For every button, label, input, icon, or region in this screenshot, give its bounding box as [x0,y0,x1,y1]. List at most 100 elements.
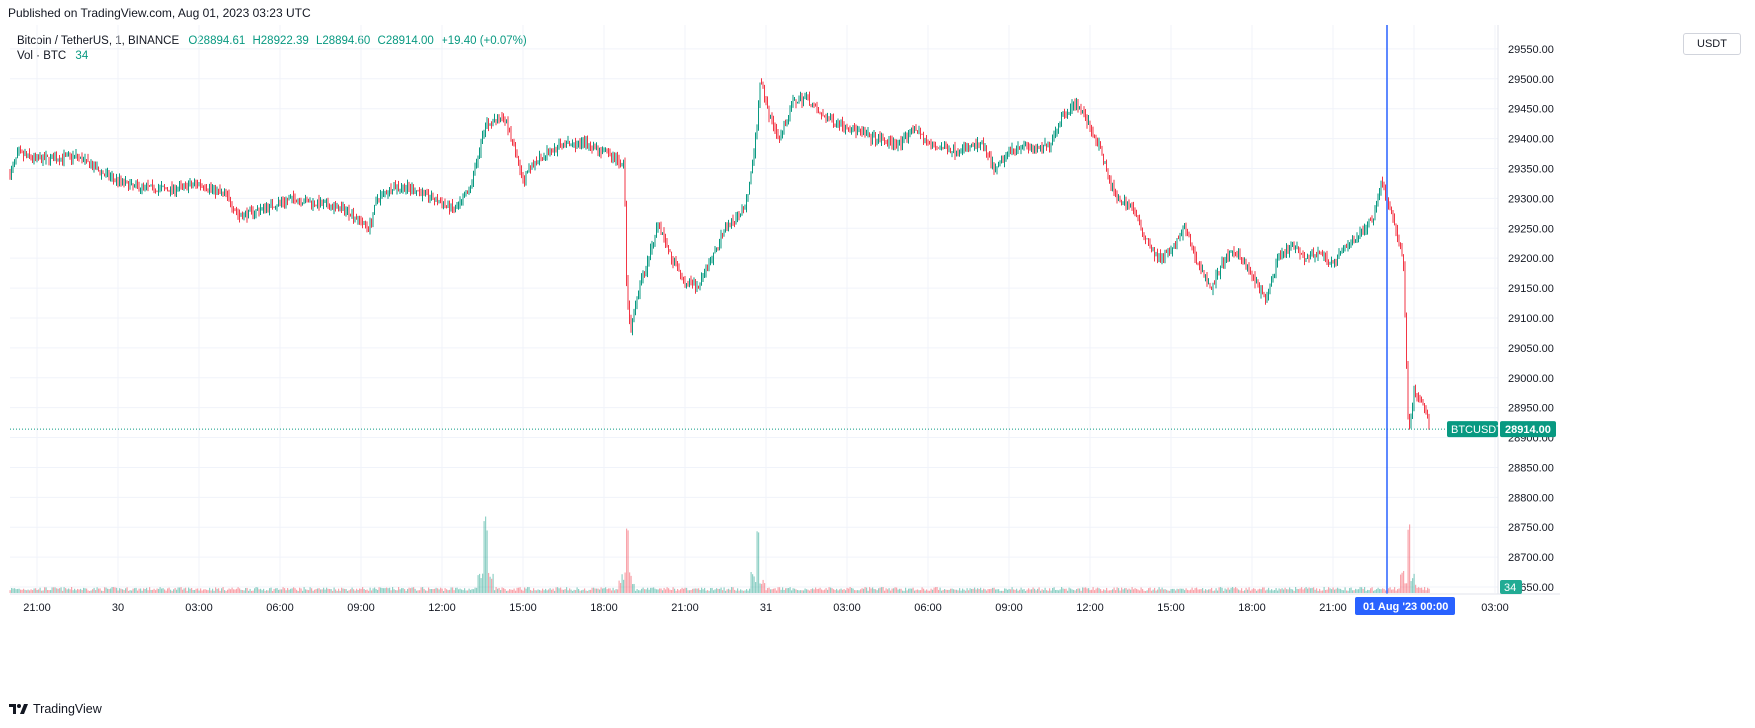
candles [9,78,1430,430]
volume-bar [42,590,44,593]
volume-bar [1149,587,1151,593]
volume-bar [353,589,355,593]
volume-bar [108,589,110,593]
volume-bar [651,587,653,593]
currency-button[interactable]: USDT [1683,33,1741,55]
volume-bar [1004,588,1006,593]
volume-bar [929,590,931,593]
volume-bar [623,579,625,593]
price-tick-label: 29000.00 [1508,373,1554,385]
price-axis[interactable]: 29550.00 29500.00 29450.00 29400.00 29350.00… [1508,44,1554,594]
volume-bar [536,590,538,593]
volume-bar [261,590,263,593]
volume-bar [269,588,271,593]
price-tick-label: 29150.00 [1508,283,1554,295]
volume-bar [107,588,109,593]
volume-bar [537,589,539,593]
volume-bar [647,587,649,593]
volume-bar [131,590,133,593]
volume-bar [942,589,944,593]
volume-bar [1082,587,1084,593]
volume-bar [1017,590,1019,593]
volume-bar [956,589,958,593]
volume-bar [1319,588,1321,593]
volume-label: Vol · BTC [17,50,67,62]
volume-bar [1032,587,1034,593]
volume-bar [893,588,895,593]
volume-bar [960,590,962,593]
volume-bar [300,588,302,593]
volume-bar [1313,587,1315,593]
volume-bar [1011,587,1013,593]
volume-bar [453,590,455,593]
volume-bar [1419,587,1421,593]
volume-bar [1335,588,1337,593]
volume-bar [266,590,268,593]
volume-bar [527,587,529,593]
volume-bar [782,587,784,593]
volume-bar [123,590,125,593]
volume-bar [1076,589,1078,593]
volume-bar [944,589,946,593]
volume-bar [339,590,341,593]
volume-bar [1058,590,1060,593]
volume-bar [302,590,304,593]
volume-bar [1205,589,1207,593]
volume-bar [1239,590,1241,593]
volume-bar [117,590,119,593]
volume-bar [947,589,949,593]
volume-bar [1229,589,1231,593]
volume-bar [437,588,439,593]
volume-bar [1266,589,1268,593]
symbol-label[interactable]: Bitcoin / TetherUS, 1, BINANCE [17,35,180,47]
volume-bar [90,590,92,593]
volume-bar [468,588,470,593]
volume-bar [1041,589,1043,593]
volume-bar [126,587,128,593]
volume-bar [467,590,469,593]
time-axis[interactable]: 21:00 30 03:00 06:00 09:00 12:00 15:00 18:00 21:… [23,602,1509,614]
volume-bar [905,587,907,593]
volume-bar [399,589,401,593]
volume-bar [948,589,950,593]
volume-bar [354,590,356,593]
volume-bar [714,589,716,593]
volume-bar [819,587,821,593]
volume-bar [1142,589,1144,593]
volume-bar [278,589,280,593]
volume-bar [530,589,532,593]
volume-bar [423,588,425,593]
volume-bar [987,589,989,593]
volume-bar [1275,588,1277,593]
volume-bar [642,587,644,593]
volume-bar [1040,590,1042,593]
volume-bar [582,589,584,593]
volume-bar [387,588,389,593]
volume-bar [1175,590,1177,593]
volume-bar [834,590,836,593]
volume-bar [818,588,820,593]
volume-bar [212,588,214,593]
volume-bar [83,587,85,593]
volume-bar [932,589,934,593]
volume-bar [1077,588,1079,593]
volume-bar [1365,590,1367,593]
volume-bar [482,573,484,593]
volume-bar [614,590,616,593]
volume-bar [1232,587,1234,593]
volume-bar [276,587,278,593]
volume-bar [974,587,976,593]
volume-bar [1329,588,1331,593]
volume-bar [795,589,797,593]
tradingview-brand[interactable]: TradingView [9,702,102,716]
volume-bar [1136,588,1138,593]
volume-bar [914,590,916,593]
volume-bar [134,588,136,593]
volume-bar [833,589,835,593]
volume-bar [875,589,877,593]
volume-bar [597,588,599,593]
volume-bar [588,589,590,593]
volume-bar [57,588,59,593]
volume-bar [305,589,307,593]
